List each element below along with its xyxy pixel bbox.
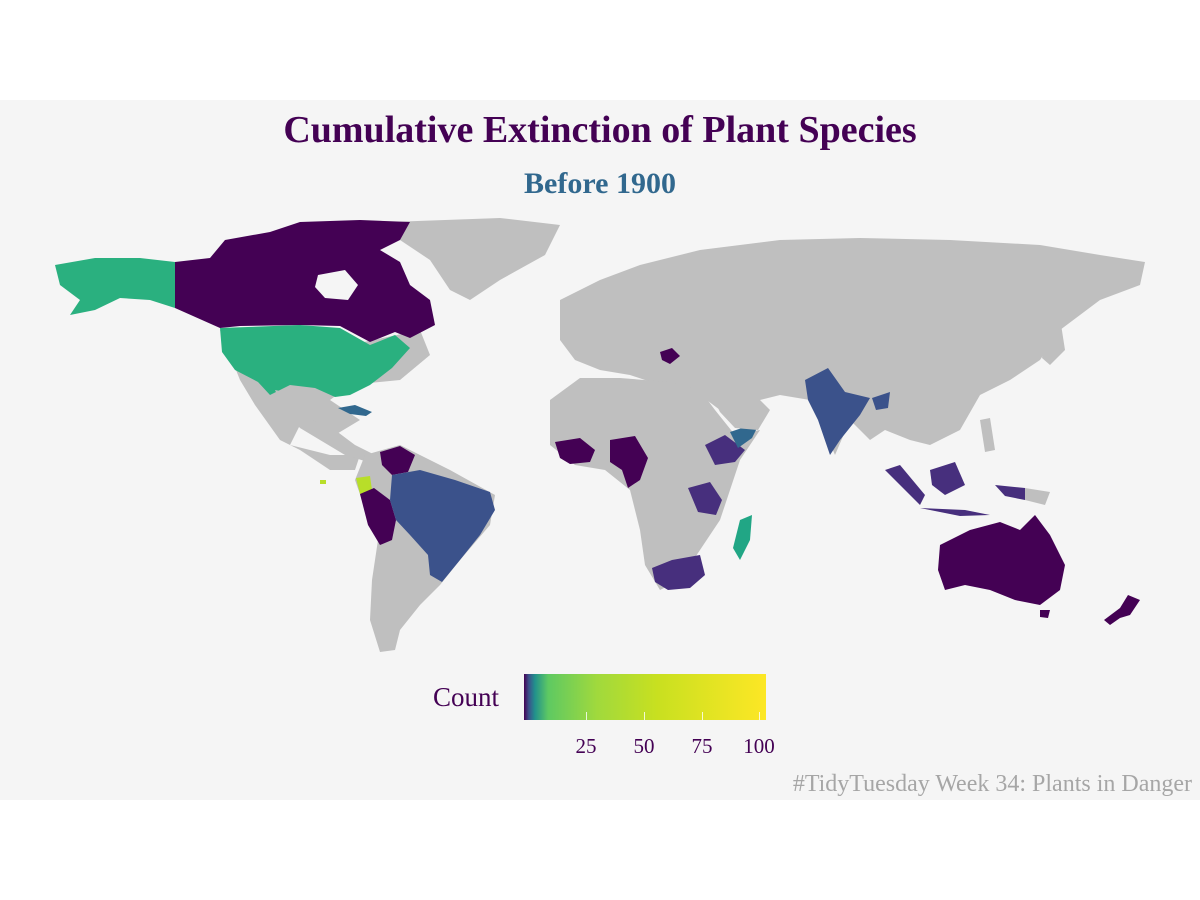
region-usa [220, 325, 410, 397]
legend-colorbar [524, 674, 766, 720]
land-philippines [980, 418, 995, 452]
region-indonesia-papua [995, 485, 1025, 500]
region-cameroon [610, 436, 648, 488]
legend-tick-label: 25 [575, 734, 597, 758]
land-eurasia [560, 238, 1145, 455]
land-greenland [390, 218, 560, 300]
legend-tick-label: 50 [633, 734, 655, 758]
legend-tick-mark [702, 712, 703, 720]
region-usa-alaska [55, 258, 175, 315]
region-canada [175, 220, 435, 342]
region-australia [938, 515, 1065, 605]
region-madagascar [733, 515, 752, 560]
land-central-america [275, 390, 375, 462]
map-subtitle: Before 1900 [524, 167, 676, 200]
land-hudson-bay [315, 270, 358, 300]
region-cuba [338, 405, 372, 416]
region-tanzania [688, 482, 722, 515]
legend-title: Count [433, 682, 500, 712]
region-india [805, 368, 870, 455]
legend-tick-mark [586, 712, 587, 720]
region-south-africa [652, 555, 705, 590]
region-greece [660, 348, 680, 364]
region-brazil [390, 470, 495, 582]
region-bangladesh [872, 392, 890, 410]
land-papua-new-guinea [1025, 488, 1050, 505]
region-galapagos [320, 480, 326, 484]
caption: #TidyTuesday Week 34: Plants in Danger [792, 771, 1192, 797]
map-title: Cumulative Extinction of Plant Species [283, 109, 917, 151]
region-ecuador [356, 476, 372, 494]
region-indonesia-borneo [930, 462, 965, 495]
land-arabia [710, 385, 770, 430]
region-new-zealand [1104, 595, 1140, 625]
region-indonesia-java [920, 508, 990, 516]
legend-tick-label: 75 [691, 734, 713, 758]
legend-tick-mark [759, 712, 760, 720]
land-japan [1042, 318, 1065, 365]
legend-tick-label: 100 [743, 734, 775, 758]
world-map [55, 218, 1145, 652]
region-venezuela [380, 446, 415, 475]
region-peru [360, 488, 396, 545]
region-tasmania [1040, 610, 1050, 618]
region-ethiopia [705, 435, 745, 465]
region-west-africa [555, 438, 595, 464]
region-indonesia-sumatra [885, 465, 925, 505]
land-africa [550, 378, 760, 590]
legend-tick-mark [644, 712, 645, 720]
